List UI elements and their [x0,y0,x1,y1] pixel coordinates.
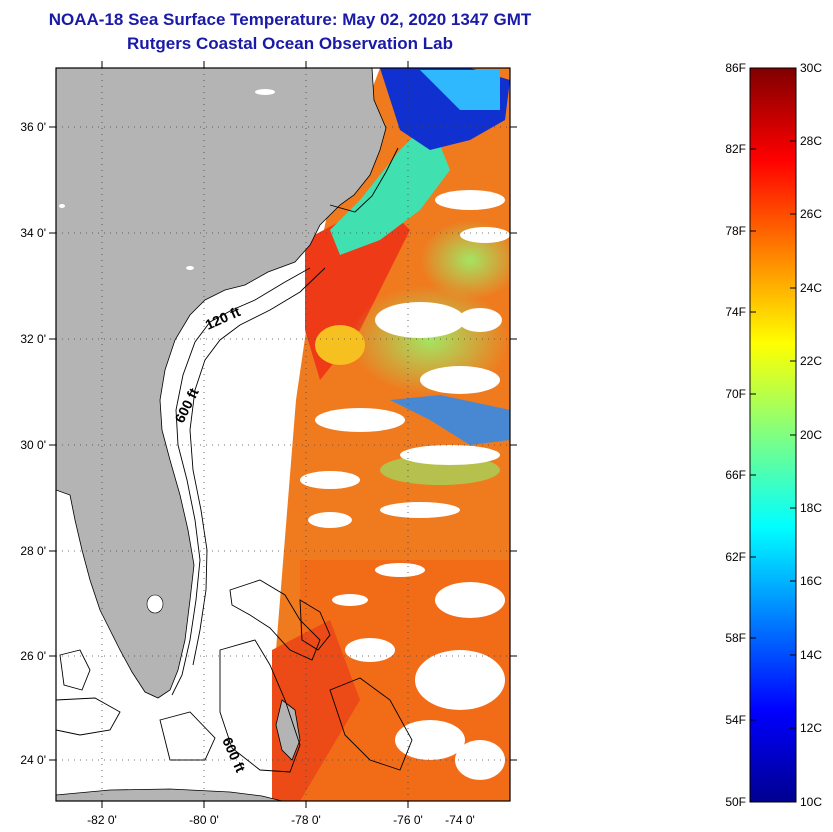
lat-label: 24 0' [20,753,46,767]
colorbar-c-label: 20C [800,428,822,442]
landmass-north-america [56,68,387,699]
lon-label: -78 0' [291,813,321,827]
colorbar-f-label: 62F [725,550,746,564]
colorbar-c-label: 28C [800,134,822,148]
colorbar-c-label: 30C [800,61,822,75]
colorbar-f-label: 66F [725,468,746,482]
colorbar-f-label: 86F [725,61,746,75]
lon-label: -76 0' [393,813,423,827]
colorbar-f-label: 82F [725,142,746,156]
landmass-cuba [56,788,283,801]
bathymetry-contours [56,147,413,773]
colorbar-f-label: 78F [725,224,746,238]
fahrenheit-labels: 86F 82F 78F 74F 70F 66F 62F 58F 54F 50F [725,61,746,809]
colorbar-c-label: 10C [800,795,822,809]
lake-okeechobee [146,594,164,614]
colorbar-ticks [750,140,796,729]
colorbar-c-label: 24C [800,281,822,295]
colorbar-c-label: 18C [800,501,822,515]
temperature-colorbar: 86F 82F 78F 74F 70F 66F 62F 58F 54F 50F … [725,61,822,809]
colorbar-c-label: 22C [800,354,822,368]
lat-label: 30 0' [20,438,46,452]
lat-label: 36 0' [20,120,46,134]
colorbar-gradient [749,67,797,803]
map-frame [55,67,511,802]
colorbar-c-label: 26C [800,207,822,221]
lat-label: 34 0' [20,226,46,240]
inland-lakes [59,89,275,270]
lon-label: -80 0' [189,813,219,827]
landmass-bahamas-andros [275,699,301,761]
colorbar-c-label: 16C [800,574,822,588]
cloud-mask [300,190,510,780]
map-title: NOAA-18 Sea Surface Temperature: May 02,… [48,10,532,29]
lat-label: 32 0' [20,332,46,346]
frame-ticks [49,61,517,808]
colorbar-c-label: 12C [800,721,822,735]
longitude-labels: -82 0' -80 0' -78 0' -76 0' -74 0' [87,813,475,827]
colorbar-f-label: 58F [725,631,746,645]
colorbar-c-label: 14C [800,648,822,662]
map-subtitle: Rutgers Coastal Ocean Observation Lab [127,34,453,53]
colorbar-f-label: 74F [725,305,746,319]
lat-label: 26 0' [20,649,46,663]
map-area[interactable] [56,68,520,801]
latitude-labels: 36 0' 34 0' 32 0' 30 0' 28 0' 26 0' 24 0… [20,120,46,767]
lon-label: -82 0' [87,813,117,827]
lat-label: 28 0' [20,544,46,558]
colorbar-f-label: 70F [725,387,746,401]
lon-label: -74 0' [445,813,475,827]
colorbar-f-label: 54F [725,713,746,727]
colorbar-f-label: 50F [725,795,746,809]
celsius-labels: 30C 28C 26C 24C 22C 20C 18C 16C 14C 12C … [800,61,822,809]
graticule-grid [56,68,510,801]
